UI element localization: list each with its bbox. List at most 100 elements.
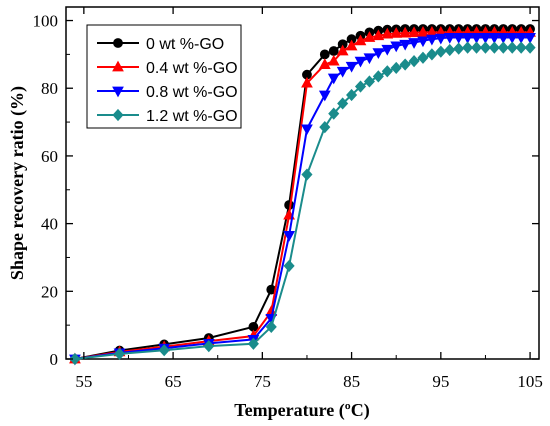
data-point [328, 46, 339, 56]
legend: 0 wt %-GO 0.4 wt %-GO 0.8 wt %-GO 1.2 wt %-… [86, 24, 242, 129]
y-axis-title: Shape recovery ratio (%) [7, 86, 28, 280]
series-3 [69, 41, 536, 366]
data-point [444, 43, 456, 57]
data-point [426, 48, 438, 61]
data-point [69, 352, 81, 366]
data-point [426, 34, 438, 46]
data-point [390, 41, 403, 53]
data-point [488, 33, 501, 44]
data-point [497, 41, 509, 54]
data-point [524, 33, 536, 44]
legend-marker [112, 86, 124, 98]
data-point [435, 45, 447, 58]
data-point [506, 41, 518, 54]
data-point [327, 54, 340, 66]
data-point [453, 42, 465, 55]
data-point [301, 124, 313, 136]
data-point [346, 88, 358, 102]
data-point [506, 33, 519, 44]
data-point [381, 27, 394, 39]
data-point [497, 33, 510, 44]
y-tick-label: 80 [41, 79, 58, 98]
legend-label: 0.4 wt %-GO [146, 60, 238, 77]
data-point [363, 31, 376, 42]
data-point [345, 61, 358, 73]
tick-layer: 55 65 75 85 95 105 0 20 40 60 80 100 [33, 7, 543, 391]
data-point [328, 107, 340, 120]
data-point [319, 49, 330, 60]
data-point [354, 34, 367, 46]
data-point [283, 231, 295, 242]
data-point [390, 61, 402, 75]
data-point [265, 320, 277, 333]
x-tick-label: 75 [254, 372, 271, 391]
legend-label: 0 wt %-GO [146, 36, 224, 53]
series-2 [69, 33, 536, 366]
legend-marker [112, 108, 124, 122]
data-point [408, 26, 420, 38]
data-point [488, 41, 500, 54]
data-point [114, 347, 126, 361]
plot-frame [65, 6, 540, 360]
data-point [363, 53, 376, 65]
data-point [363, 75, 375, 88]
data-point [515, 41, 527, 54]
data-point [301, 168, 313, 181]
data-point [462, 41, 474, 54]
data-point [381, 44, 394, 56]
y-tick-label: 20 [41, 282, 58, 301]
data-point [417, 26, 429, 37]
data-point [354, 80, 367, 93]
legend-item: 0.4 wt %-GO [97, 60, 238, 77]
data-point [461, 33, 474, 44]
data-point [417, 51, 429, 64]
data-point [470, 41, 483, 54]
data-point [203, 340, 215, 353]
data-point [381, 65, 393, 78]
x-tick-label: 55 [75, 372, 92, 391]
y-tick-label: 0 [50, 350, 59, 369]
data-point [479, 41, 491, 54]
data-point [301, 76, 313, 88]
data-point [336, 66, 349, 78]
data-point [247, 337, 259, 350]
x-tick-label: 105 [517, 372, 543, 391]
x-axis-title: Temperature (ºC) [234, 400, 369, 421]
legend-label: 0.8 wt %-GO [146, 84, 238, 101]
data-point [434, 33, 447, 45]
data-point [408, 55, 420, 68]
data-point [479, 33, 492, 44]
data-point [345, 39, 358, 51]
data-point [399, 39, 412, 51]
data-point [399, 26, 412, 38]
legend-item: 0 wt %-GO [97, 36, 224, 53]
data-point [283, 259, 295, 273]
data-point [470, 33, 483, 44]
data-point [515, 33, 528, 44]
data-point [354, 56, 367, 68]
data-point [417, 36, 429, 48]
y-tick-label: 100 [33, 12, 59, 31]
series-layer [69, 24, 536, 366]
legend-marker [113, 38, 123, 48]
legend-item: 1.2 wt %-GO [97, 108, 238, 125]
legend-item: 0.8 wt %-GO [97, 84, 238, 101]
data-point [336, 44, 349, 56]
x-tick-label: 65 [165, 372, 182, 391]
data-point [399, 58, 411, 71]
data-point [390, 27, 403, 38]
data-point [372, 29, 385, 41]
data-point [318, 58, 331, 69]
data-point [408, 38, 420, 49]
data-point [319, 121, 331, 134]
data-point [158, 344, 170, 357]
data-point [372, 70, 384, 83]
y-tick-label: 40 [41, 215, 58, 234]
data-point [327, 73, 340, 85]
data-point [524, 41, 536, 54]
data-point [337, 97, 349, 110]
data-point [443, 33, 456, 44]
legend-marker [112, 60, 124, 72]
x-tick-label: 85 [343, 372, 360, 391]
